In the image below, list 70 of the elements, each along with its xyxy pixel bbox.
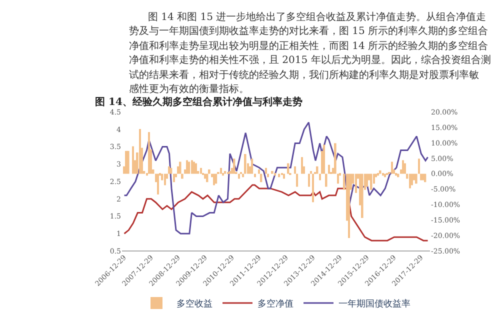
bar xyxy=(418,158,420,174)
bar xyxy=(325,174,328,187)
text: 净值和利率走势的相关性不强，且 2015 年以后尤为明显。因此，综合投资组合测 xyxy=(129,54,491,66)
legend-label: 一年期国债收益率 xyxy=(338,298,410,310)
bar xyxy=(312,174,314,202)
bar xyxy=(265,168,267,174)
line-series xyxy=(124,184,429,242)
bar xyxy=(244,154,246,174)
bar xyxy=(168,166,170,174)
bar xyxy=(164,174,166,186)
bar xyxy=(379,170,382,174)
line-series xyxy=(124,122,429,234)
bar xyxy=(233,158,236,174)
text: 净值和利率走势呈现出较为明显的正相关性，而图 14 所示的经验久期的多空组合 xyxy=(129,40,488,52)
chart-title: 图 14、经验久期多空组合累计净值与利率走势 xyxy=(95,96,302,108)
bar xyxy=(348,174,350,238)
bar xyxy=(366,174,368,187)
bar xyxy=(316,166,318,174)
bar xyxy=(271,171,274,174)
bar xyxy=(296,174,298,187)
bar xyxy=(337,174,339,184)
bar xyxy=(377,173,380,176)
bar xyxy=(132,146,134,174)
bar xyxy=(391,162,393,174)
bar xyxy=(170,168,172,174)
bar xyxy=(328,164,330,174)
bar xyxy=(204,174,206,179)
bar xyxy=(173,174,175,182)
bar xyxy=(310,171,312,174)
bar xyxy=(191,160,193,174)
bar xyxy=(220,168,222,174)
bar xyxy=(319,174,321,180)
text: 感性更为有效的衡量指标。 xyxy=(129,83,249,95)
bar xyxy=(404,163,406,174)
bar xyxy=(186,160,188,174)
bar xyxy=(229,171,231,174)
bar xyxy=(323,144,326,174)
bar xyxy=(370,174,372,190)
bar xyxy=(215,174,218,184)
bar xyxy=(208,169,210,174)
bar xyxy=(361,174,364,218)
bar xyxy=(139,128,141,174)
bar xyxy=(402,160,404,174)
bar xyxy=(411,174,413,186)
caption: 图 14 和图 15 进一步地给出了多空组合收益及累计净值走势。从组合净值走 xyxy=(148,11,486,23)
legend-label: 多空净值 xyxy=(258,298,294,310)
text: 势及与一年期国债到期收益率走势的对比来看，图 15 所示的利率久期的多空组合 xyxy=(129,25,488,37)
bar xyxy=(224,171,226,174)
bar xyxy=(355,174,357,193)
bar xyxy=(274,173,276,176)
bar xyxy=(283,174,285,179)
bar xyxy=(200,168,202,174)
bar xyxy=(258,169,260,174)
bar xyxy=(251,158,254,174)
text: 试的结果来看，相对于传统的经验久期，我们所构建的利率久期是对股票利率敏 xyxy=(129,69,479,81)
bar xyxy=(409,174,411,188)
bar xyxy=(195,163,197,174)
bar xyxy=(287,163,290,174)
bar xyxy=(188,162,190,174)
bar xyxy=(157,174,159,194)
bar xyxy=(415,174,418,184)
bar xyxy=(238,174,240,179)
bar xyxy=(294,166,296,174)
bar xyxy=(308,174,310,187)
legend-label: 多空收益 xyxy=(176,298,212,310)
bar xyxy=(213,174,215,186)
bar xyxy=(334,143,336,174)
bar xyxy=(301,157,303,174)
bar xyxy=(420,174,422,180)
bar xyxy=(148,132,150,174)
